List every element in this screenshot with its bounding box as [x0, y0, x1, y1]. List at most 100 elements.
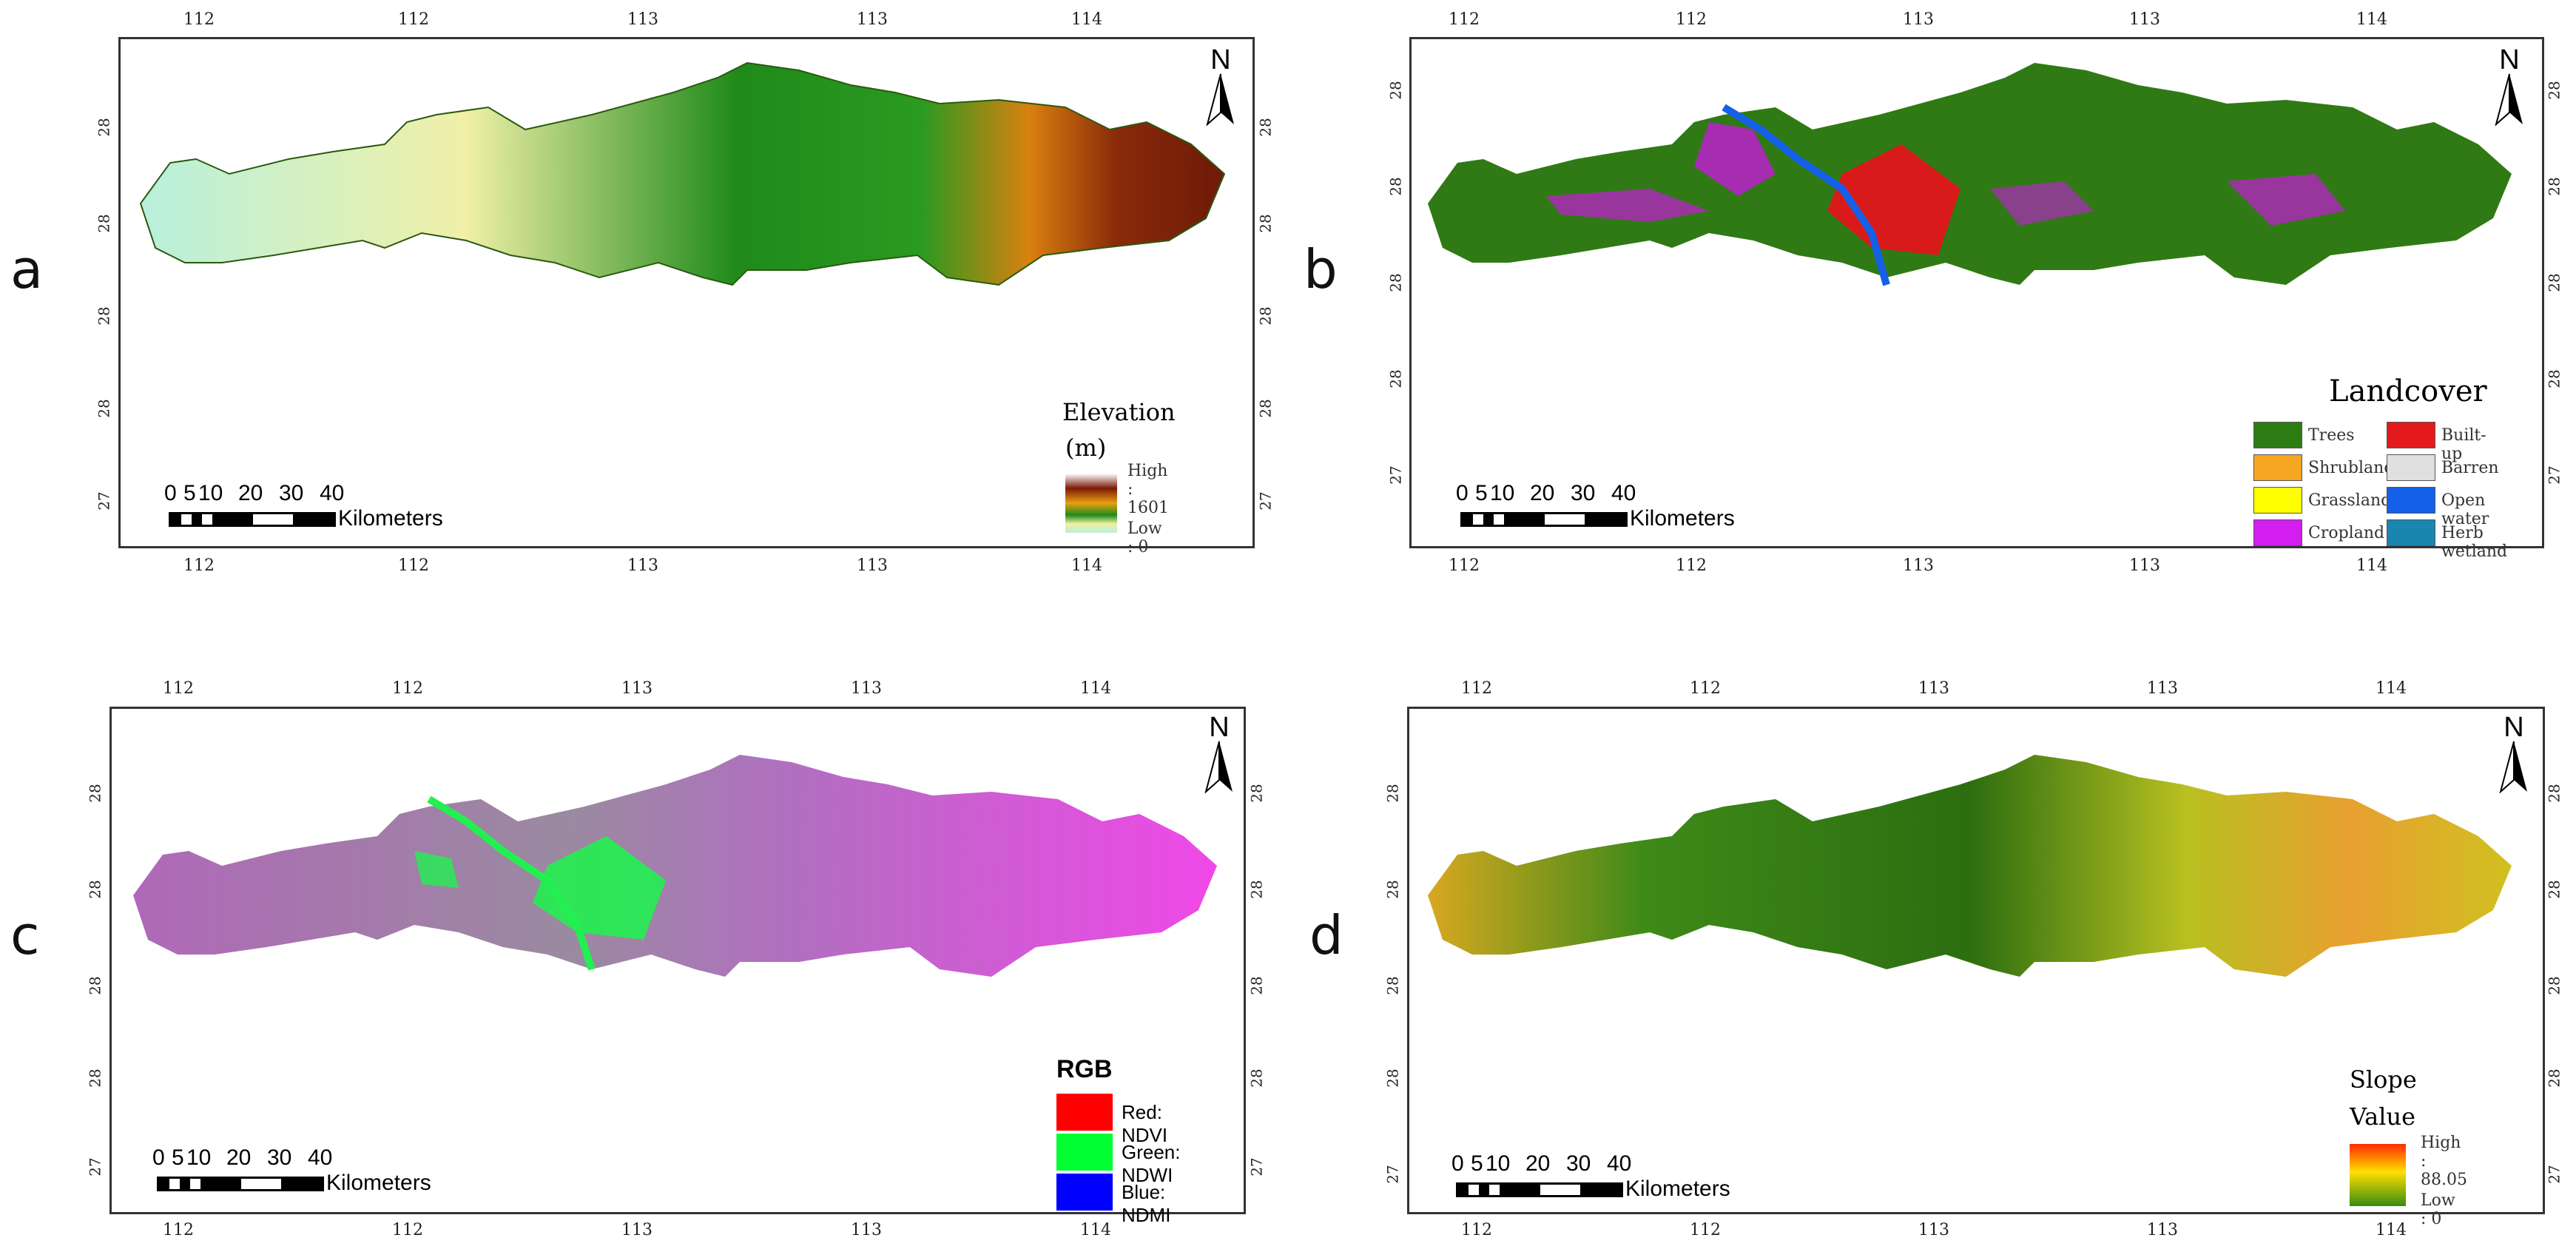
lon-label: 112 [1449, 10, 1480, 29]
lon-label-bottom: 113 [2129, 556, 2160, 575]
lat-label-right: 28 [1256, 118, 1275, 137]
north-arrow-icon: N [2492, 712, 2536, 793]
lon-label: 113 [2129, 10, 2160, 29]
lat-label: 28 [95, 118, 113, 137]
north-arrow-icon: N [2487, 44, 2532, 126]
lon-label: 112 [183, 10, 215, 29]
lon-label: 113 [621, 679, 653, 698]
lon-label: 113 [1918, 679, 1949, 698]
lon-label-bottom: 112 [392, 1221, 423, 1239]
slope-ramp [2350, 1144, 2406, 1206]
legend-swatch [2387, 422, 2435, 448]
lat-label-right: 28 [1256, 306, 1275, 326]
lon-label: 112 [163, 679, 194, 698]
lon-label: 113 [851, 679, 882, 698]
lat-label-right: 28 [1247, 976, 1266, 995]
legend-swatch [2253, 422, 2302, 448]
lat-label-right: 28 [2545, 880, 2563, 899]
lon-label: 114 [1080, 679, 1111, 698]
lat-label-right: 28 [1256, 214, 1275, 233]
lon-label: 114 [1071, 10, 1102, 29]
lat-label: 28 [1383, 1068, 1402, 1088]
lat-label: 27 [95, 491, 113, 511]
lat-label-right: 28 [2545, 369, 2563, 388]
lat-label: 28 [1386, 369, 1405, 388]
lat-label-right: 27 [2545, 1165, 2563, 1184]
lon-label-bottom: 113 [621, 1221, 653, 1239]
north-arrow-icon: N [1198, 44, 1243, 126]
lat-label: 28 [1386, 81, 1405, 100]
lon-label-bottom: 113 [1918, 1221, 1949, 1239]
lon-label: 113 [1903, 10, 1934, 29]
lon-label: 112 [398, 10, 429, 29]
lon-label-bottom: 112 [1449, 556, 1480, 575]
lon-label: 112 [392, 679, 423, 698]
lat-label-right: 28 [1256, 399, 1275, 418]
lat-label: 28 [1383, 976, 1402, 995]
legend-swatch [1056, 1134, 1113, 1171]
lon-label-bottom: 113 [1903, 556, 1934, 575]
lon-label-bottom: 114 [2356, 556, 2387, 575]
panel-letter: a [10, 238, 44, 300]
lat-label: 27 [1386, 465, 1405, 485]
north-arrow-icon: N [1197, 712, 1241, 793]
lon-label: 114 [2356, 10, 2387, 29]
lat-label: 28 [1383, 784, 1402, 803]
lon-label-bottom: 114 [1071, 556, 1102, 575]
lat-label: 28 [1386, 273, 1405, 292]
lon-label-bottom: 113 [2147, 1221, 2178, 1239]
lat-label-right: 28 [1247, 880, 1266, 899]
lat-label: 27 [86, 1157, 104, 1177]
lat-label-right: 28 [2545, 177, 2563, 196]
lon-label: 112 [1461, 679, 1492, 698]
lat-label-right: 28 [1247, 1068, 1266, 1088]
legend-swatch [2387, 519, 2435, 546]
elevation-ramp [1065, 474, 1117, 533]
legend-swatch [1056, 1174, 1113, 1211]
lat-label-right: 28 [2545, 81, 2563, 100]
lon-label-bottom: 114 [1080, 1221, 1111, 1239]
lon-label-bottom: 113 [627, 556, 658, 575]
lat-label: 28 [86, 976, 104, 995]
lon-label-bottom: 114 [2376, 1221, 2407, 1239]
lon-label-bottom: 112 [163, 1221, 194, 1239]
lon-label: 112 [1676, 10, 1707, 29]
map-frame [1407, 707, 2545, 1214]
lon-label: 113 [627, 10, 658, 29]
legend-swatch [2253, 487, 2302, 514]
lat-label-right: 28 [2545, 273, 2563, 292]
lon-label: 113 [2147, 679, 2178, 698]
lat-label-right: 27 [1256, 491, 1275, 511]
lat-label-right: 28 [1247, 784, 1266, 803]
lat-label-right: 27 [1247, 1157, 1266, 1177]
legend-swatch [2253, 454, 2302, 481]
legend-swatch [1056, 1094, 1113, 1131]
lon-label: 114 [2376, 679, 2407, 698]
lon-label: 112 [1690, 679, 1721, 698]
lon-label-bottom: 112 [1461, 1221, 1492, 1239]
lat-label: 27 [1383, 1165, 1402, 1184]
map-frame [118, 37, 1255, 548]
legend-swatch [2253, 519, 2302, 546]
lon-label-bottom: 112 [1690, 1221, 1721, 1239]
map-frame [1409, 37, 2544, 548]
lon-label-bottom: 113 [851, 1221, 882, 1239]
lon-label-bottom: 112 [398, 556, 429, 575]
lon-label-bottom: 113 [857, 556, 888, 575]
lat-label: 28 [86, 1068, 104, 1088]
lat-label: 28 [86, 784, 104, 803]
legend-swatch [2387, 454, 2435, 481]
lat-label: 28 [95, 214, 113, 233]
lat-label: 28 [95, 306, 113, 326]
lat-label-right: 28 [2545, 1068, 2563, 1088]
lat-label: 28 [1383, 880, 1402, 899]
lat-label: 28 [86, 880, 104, 899]
legend-swatch [2387, 487, 2435, 514]
lon-label: 113 [857, 10, 888, 29]
panel-letter: d [1309, 904, 1343, 966]
lat-label: 28 [1386, 177, 1405, 196]
map-frame [109, 707, 1246, 1214]
lon-label-bottom: 112 [183, 556, 215, 575]
lat-label: 28 [95, 399, 113, 418]
